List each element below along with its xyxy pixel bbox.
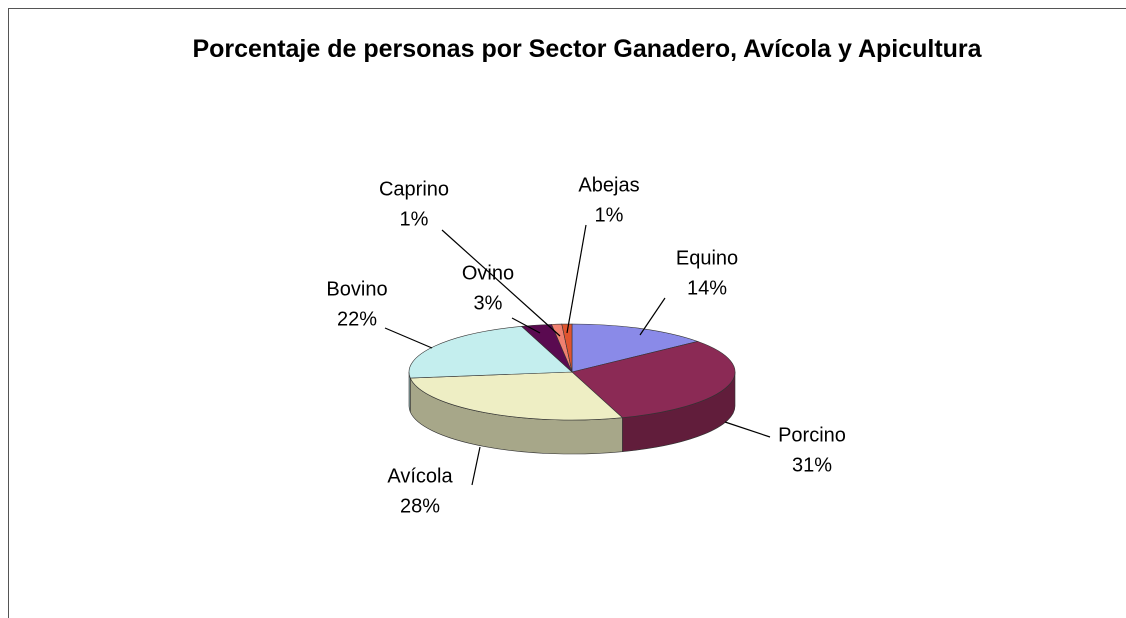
- leader-line: [471, 446, 481, 486]
- leader-line: [566, 224, 587, 334]
- value-label: 1%: [400, 208, 429, 230]
- category-label: Bovino: [326, 278, 387, 300]
- leader-line: [639, 297, 666, 336]
- pie-slice: [571, 323, 699, 373]
- leader-line: [511, 317, 541, 334]
- category-label: Abejas: [578, 174, 639, 196]
- pie-slice: [571, 341, 736, 418]
- category-label: Ovino: [462, 262, 514, 284]
- chart-border: [8, 8, 1126, 618]
- category-label: Equino: [676, 247, 738, 269]
- pie-slice: [409, 371, 624, 421]
- value-label: 28%: [400, 495, 440, 517]
- pie-slice: [408, 326, 573, 379]
- value-label: 22%: [337, 308, 377, 330]
- leader-line: [384, 327, 433, 349]
- leader-line: [724, 421, 771, 438]
- chart-title: Porcentaje de personas por Sector Ganade…: [192, 35, 982, 63]
- leader-line: [441, 229, 561, 337]
- value-label: 14%: [687, 277, 727, 299]
- category-label: Caprino: [379, 178, 449, 200]
- value-label: 3%: [474, 292, 503, 314]
- category-label: Porcino: [778, 424, 846, 446]
- value-label: 31%: [792, 454, 832, 476]
- value-label: 1%: [595, 204, 624, 226]
- pie-slice: [561, 323, 573, 373]
- category-label: Avícola: [387, 465, 453, 487]
